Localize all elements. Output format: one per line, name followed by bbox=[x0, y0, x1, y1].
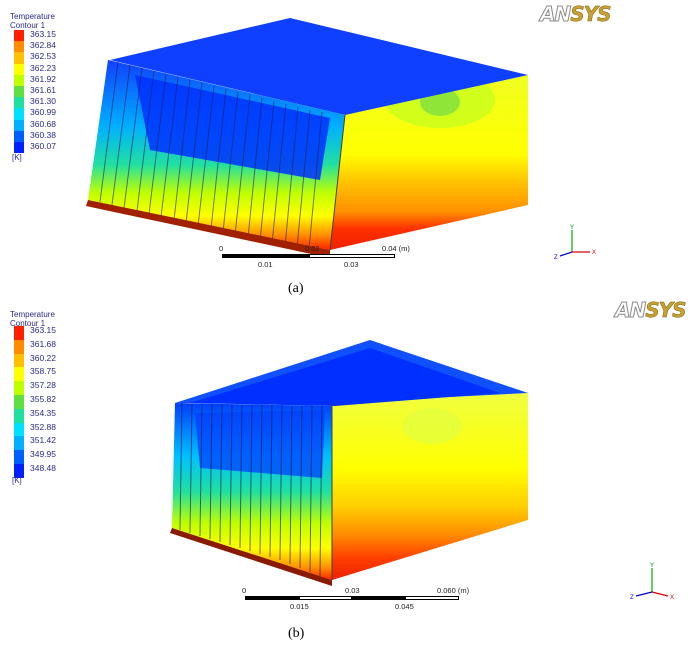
legend-value: 360.22 bbox=[30, 352, 56, 363]
legend-swatch bbox=[14, 97, 24, 109]
axis-x-label: X bbox=[670, 595, 674, 600]
legend-swatch bbox=[14, 450, 24, 464]
scale-tick-label: 0.04 (m) bbox=[382, 244, 410, 253]
scale-tick-label: 0.02 bbox=[305, 244, 320, 253]
legend-swatch bbox=[14, 108, 24, 120]
legend-value: 358.75 bbox=[30, 366, 56, 377]
legend-swatch bbox=[14, 142, 24, 154]
scale-tick-label: 0.03 bbox=[345, 586, 360, 595]
legend-swatch bbox=[14, 353, 24, 368]
legend-value: 363.15 bbox=[30, 325, 56, 335]
axis-x-label: X bbox=[592, 250, 596, 256]
legend-swatch bbox=[14, 464, 24, 478]
legend-value: 354.35 bbox=[30, 407, 56, 418]
legend-value: 357.28 bbox=[30, 380, 56, 391]
legend-value: 352.88 bbox=[30, 421, 56, 432]
legend-value: 349.95 bbox=[30, 449, 56, 460]
legend-value: 355.82 bbox=[30, 394, 56, 404]
legend-value: 360.38 bbox=[30, 129, 56, 140]
legend-value: 361.61 bbox=[30, 85, 56, 95]
legend-title: Temperature Contour 1 bbox=[10, 12, 55, 30]
heat-sink-temperature-contour bbox=[170, 340, 528, 586]
axis-z-label: Z bbox=[630, 595, 634, 600]
scale-tick-label: 0.03 bbox=[344, 260, 359, 269]
ansys-logo: ANSYS bbox=[614, 298, 686, 323]
axis-z-label: Z bbox=[554, 255, 558, 260]
scale-tick-label: 0.045 bbox=[395, 602, 414, 611]
legend-swatch bbox=[14, 130, 24, 142]
legend-swatch bbox=[14, 86, 24, 98]
legend-value: 361.68 bbox=[30, 338, 56, 349]
figure-panel-a: Temperature Contour 1 363.15 362.84 362.53… bbox=[0, 0, 698, 297]
legend-swatch bbox=[14, 339, 24, 354]
legend-swatch bbox=[14, 326, 24, 340]
figure-panel-b: Temperature Contour 1 363.15 361.68 360.22… bbox=[0, 298, 698, 650]
legend-swatch bbox=[14, 395, 24, 409]
legend-value: 362.23 bbox=[30, 62, 56, 73]
figure-caption: (b) bbox=[288, 626, 305, 641]
axis-y-label: Y bbox=[650, 563, 654, 569]
legend-swatch bbox=[14, 367, 24, 382]
axis-y-label: Y bbox=[570, 225, 574, 231]
legend-value: 360.68 bbox=[30, 118, 56, 129]
scale-tick-label: 0.01 bbox=[258, 260, 273, 269]
legend-value: 360.07 bbox=[30, 141, 56, 151]
scale-tick-label: 0 bbox=[219, 244, 224, 253]
legend-value: 361.30 bbox=[30, 96, 56, 107]
axis-triad: Y X Z bbox=[554, 225, 596, 260]
legend-unit: [K] bbox=[12, 153, 22, 162]
legend-value: 363.15 bbox=[30, 29, 56, 39]
legend-swatch bbox=[14, 119, 24, 131]
legend-swatch bbox=[14, 52, 24, 64]
scale-tick-label: 0.015 bbox=[290, 602, 309, 611]
legend-swatch bbox=[14, 41, 24, 53]
legend-value: 348.48 bbox=[30, 463, 56, 473]
legend-value: 362.53 bbox=[30, 51, 56, 62]
scale-tick-label: 0 bbox=[242, 586, 247, 595]
legend-swatch bbox=[14, 422, 24, 437]
legend-title: Temperature Contour 1 bbox=[10, 310, 55, 328]
legend-swatch bbox=[14, 30, 24, 42]
figure-caption: (a) bbox=[288, 281, 304, 296]
legend-value: 362.84 bbox=[30, 40, 56, 51]
legend-swatch bbox=[14, 408, 24, 423]
legend-swatch bbox=[14, 381, 24, 395]
legend-swatch bbox=[14, 74, 24, 86]
legend-value: 360.99 bbox=[30, 107, 56, 118]
ansys-logo: ANSYS bbox=[539, 2, 611, 27]
legend-value: 351.42 bbox=[30, 435, 56, 446]
legend-unit: [K] bbox=[12, 476, 22, 485]
legend-value: 361.92 bbox=[30, 73, 56, 84]
legend-swatch bbox=[14, 436, 24, 451]
length-scale-bar: 0 0.02 0.04 (m) 0.01 0.03 bbox=[219, 244, 410, 274]
legend-swatch bbox=[14, 63, 24, 75]
length-scale-bar: 0 0.03 0.060 (m) 0.015 0.045 bbox=[242, 586, 475, 616]
axis-triad: Y X Z bbox=[630, 563, 674, 600]
heat-sink-temperature-contour bbox=[86, 18, 528, 258]
scale-tick-label: 0.060 (m) bbox=[437, 586, 470, 595]
